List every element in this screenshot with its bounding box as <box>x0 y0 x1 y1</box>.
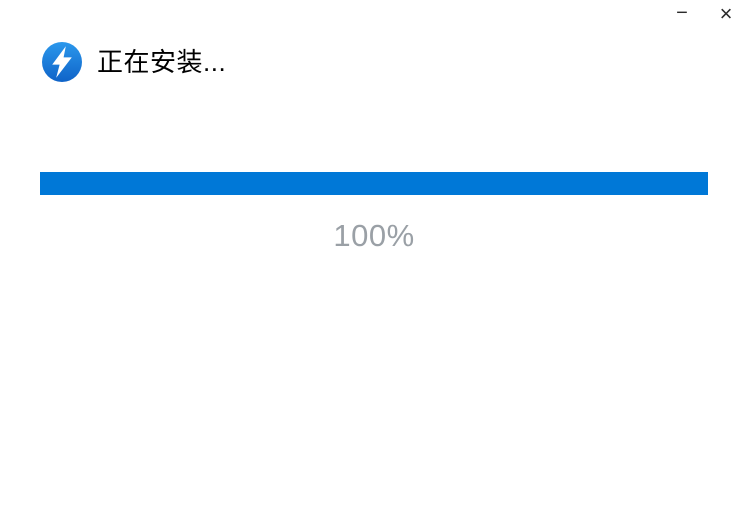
progress-percent-label: 100% <box>333 218 415 253</box>
close-button[interactable]: × <box>704 0 748 30</box>
titlebar-controls: − × <box>660 0 748 30</box>
header: 正在安装... <box>42 42 226 82</box>
page-title: 正在安装... <box>97 47 227 77</box>
close-icon: × <box>719 1 733 26</box>
progress-bar-fill <box>40 172 708 195</box>
progress-bar-track <box>40 172 708 195</box>
minimize-button[interactable]: − <box>660 0 704 30</box>
bandizip-lightning-icon <box>42 42 82 82</box>
minimize-icon: − <box>676 2 688 24</box>
